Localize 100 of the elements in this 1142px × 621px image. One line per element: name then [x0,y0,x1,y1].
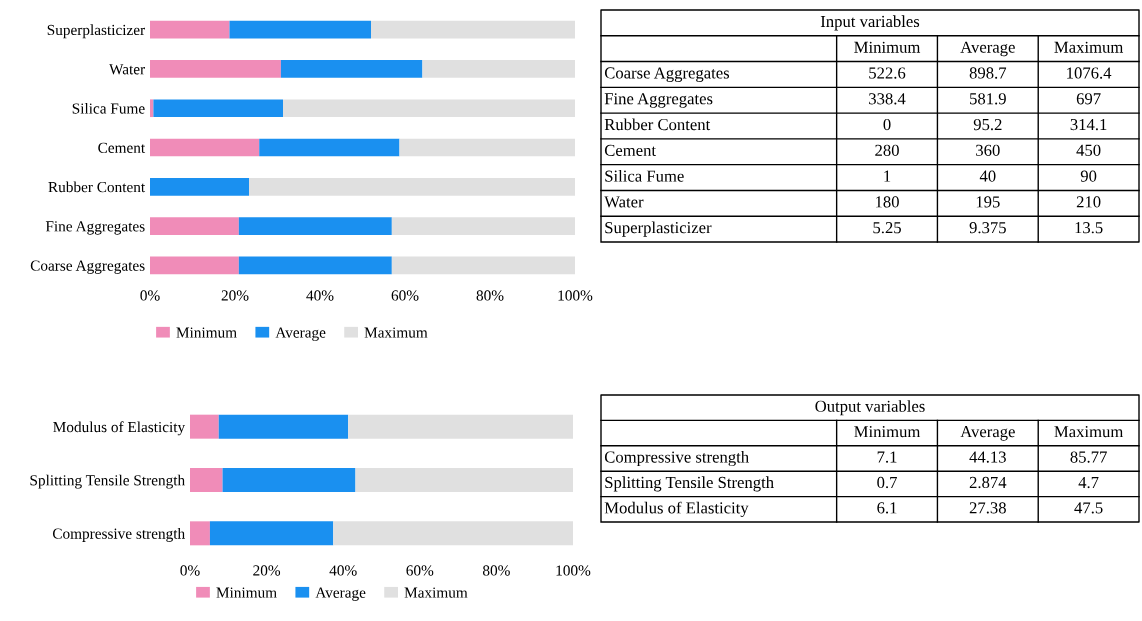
bar [222,468,356,492]
data-label: 210 [1076,196,1101,208]
data-label: 40 [979,170,996,182]
text: Maximum [1054,41,1124,53]
bar [150,138,260,157]
bar [238,217,392,235]
bar [259,138,400,157]
legend-label: Average [315,587,366,601]
bar [190,414,219,439]
bar [280,60,423,78]
legend-label: Minimum [176,327,237,338]
category-label: Splitting Tensile Strength [605,476,774,492]
data-label: 90 [1080,170,1097,182]
data-label: 27.38 [969,502,1006,514]
text: Minimum [854,41,921,53]
bar [150,177,250,196]
bar [371,20,575,39]
data-label: 581.9 [970,93,1006,105]
data-label: 0 [883,118,891,131]
x-tick-label: 0% [180,565,200,576]
data-label: 85.77 [1070,451,1107,463]
text: Average [960,41,1015,57]
data-label: 280 [875,144,899,156]
legend-label: Maximum [404,587,468,598]
bar [229,20,371,39]
bar [190,521,210,546]
text: Minimum [854,426,921,438]
data-label: 95.2 [973,118,1002,131]
data-label: 9.375 [969,222,1006,234]
x-tick-label: 60% [391,290,419,301]
x-tick-label: 100% [556,565,591,576]
data-label: 360 [976,144,1000,156]
data-label: 5.25 [873,222,901,234]
bar [422,60,575,78]
legend-label: Maximum [364,327,428,338]
x-tick-label: 20% [253,565,281,576]
y-tick-label: Splitting Tensile Strength [30,474,185,489]
category-label: Cement [604,144,656,156]
bar [238,256,392,275]
text: Input variables [820,15,920,31]
y-tick-label: Coarse Aggregates [30,260,145,274]
category-label: Modulus of Elasticity [604,501,749,517]
x-tick-label: 100% [558,290,593,301]
x-tick-label: 80% [476,290,504,301]
category-label: Rubber Content [604,118,711,131]
category-label: Fine Aggregates [604,93,713,108]
bar [333,521,573,546]
bar [150,99,154,118]
x-tick-label: 0% [140,290,160,301]
data-label: 47.5 [1074,502,1103,514]
bar [190,468,223,492]
legend-label: Average [275,327,326,341]
data-label: 180 [876,196,899,208]
text: Output variables [815,400,925,416]
y-tick-label: Rubber Content [48,181,146,193]
text: Maximum [1054,426,1124,438]
bar [283,99,575,118]
y-tick-label: Compressive strength [52,528,185,542]
data-label: 1076.4 [1067,67,1112,79]
bar [249,177,575,196]
y-tick-label: Cement [98,142,146,153]
data-label: 2.874 [969,476,1007,489]
data-label: 7.1 [877,451,897,463]
data-label: 522.6 [869,67,906,79]
bar [153,99,284,118]
category-label: Superplasticizer [605,221,712,237]
y-tick-label: Superplasticizer [47,24,145,39]
data-label: 338.4 [869,93,906,105]
data-label: 450 [1076,144,1101,156]
bar [391,256,575,275]
legend-label: Minimum [216,587,277,598]
bar [209,521,334,546]
y-tick-label: Silica Fume [72,102,145,114]
data-label: 314.1 [1070,118,1107,131]
data-label: 195 [976,196,1000,208]
bar [150,60,281,78]
data-label: 4.7 [1078,476,1099,489]
y-tick-label: Water [109,64,145,75]
x-tick-label: 60% [406,565,434,576]
data-label: 1 [884,170,891,182]
data-label: 44.13 [969,451,1006,463]
bar [150,256,239,275]
x-tick-label: 20% [221,290,249,301]
bar [355,468,573,492]
x-tick-label: 80% [482,565,510,576]
bar [391,217,575,235]
category-label: Compressive strength [604,450,749,467]
category-label: Water [604,196,644,208]
category-label: Silica Fume [605,170,684,182]
text: Average [960,426,1015,441]
x-tick-label: 40% [306,290,334,301]
y-tick-label: Modulus of Elasticity [53,421,186,436]
category-label: Coarse Aggregates [604,67,730,82]
y-tick-label: Fine Aggregates [45,221,145,235]
data-label: 898.7 [969,67,1007,79]
data-label: 13.5 [1075,222,1103,234]
data-label: 0.7 [877,476,897,489]
bar [150,20,230,39]
bar [218,414,349,439]
data-label: 697 [1076,93,1101,105]
